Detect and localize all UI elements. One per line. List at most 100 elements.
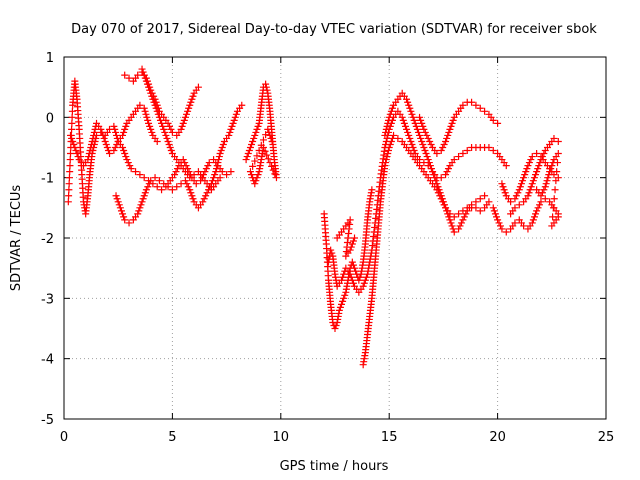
data-point xyxy=(340,270,348,278)
data-point xyxy=(194,83,202,91)
data-point xyxy=(384,147,392,155)
data-point xyxy=(456,222,464,230)
data-point xyxy=(155,113,163,121)
data-point xyxy=(186,174,194,182)
data-point xyxy=(533,168,541,176)
data-point xyxy=(199,198,207,206)
data-point xyxy=(183,180,191,188)
data-point xyxy=(527,183,535,191)
data-point xyxy=(166,144,174,151)
data-point xyxy=(226,128,234,136)
data-point xyxy=(416,113,424,121)
data-point xyxy=(251,180,259,188)
data-point xyxy=(210,174,218,182)
x-axis-label: GPS time / hours xyxy=(280,459,389,474)
data-point xyxy=(147,89,155,97)
data-point xyxy=(66,168,74,176)
data-point xyxy=(167,147,175,155)
y-tick-label: -1 xyxy=(41,172,54,187)
data-point xyxy=(186,186,194,194)
data-point xyxy=(440,140,448,148)
y-tick-label: -2 xyxy=(41,232,54,247)
data-point xyxy=(187,98,195,106)
data-point xyxy=(476,207,484,215)
data-point xyxy=(459,150,467,158)
data-point xyxy=(450,228,458,236)
data-point xyxy=(427,165,435,173)
data-point xyxy=(259,136,267,144)
data-point xyxy=(420,125,428,133)
data-point xyxy=(155,177,163,185)
data-point xyxy=(386,140,394,148)
data-point xyxy=(201,168,209,176)
data-point xyxy=(204,162,212,170)
data-point xyxy=(447,122,455,130)
data-point xyxy=(172,168,180,176)
data-point xyxy=(547,165,555,173)
data-point xyxy=(550,134,558,142)
data-point xyxy=(153,107,161,115)
data-point xyxy=(250,134,258,142)
data-point xyxy=(520,174,528,182)
data-point xyxy=(65,174,73,182)
data-point xyxy=(158,119,166,127)
data-point xyxy=(86,147,94,155)
data-point xyxy=(494,119,502,127)
data-point xyxy=(228,122,236,130)
data-point xyxy=(519,177,527,185)
y-tick-label: -3 xyxy=(41,292,54,307)
data-point xyxy=(151,174,159,182)
data-point xyxy=(116,204,124,212)
data-point xyxy=(213,162,221,170)
data-point xyxy=(516,183,524,191)
data-point xyxy=(251,157,259,165)
data-point xyxy=(501,189,509,197)
data-point xyxy=(227,168,235,176)
data-point xyxy=(351,234,359,242)
data-point xyxy=(159,122,167,130)
data-point xyxy=(184,183,192,191)
data-point xyxy=(115,201,123,209)
data-point xyxy=(532,171,540,179)
data-point xyxy=(263,151,271,159)
data-point xyxy=(347,243,355,251)
data-point xyxy=(448,119,456,127)
data-point xyxy=(384,116,392,124)
data-point xyxy=(540,186,548,194)
data-point xyxy=(167,125,175,133)
data-point xyxy=(472,198,480,206)
data-point xyxy=(444,131,452,139)
data-point xyxy=(382,159,390,167)
data-point xyxy=(152,104,160,112)
data-point xyxy=(328,249,336,257)
data-point xyxy=(134,71,142,79)
data-point xyxy=(144,116,152,124)
data-point xyxy=(117,207,125,215)
data-point xyxy=(481,192,489,200)
data-point xyxy=(407,137,415,145)
data-point xyxy=(245,147,253,155)
data-point xyxy=(399,116,407,124)
data-point xyxy=(368,186,376,194)
data-point xyxy=(533,207,541,215)
data-point xyxy=(511,204,519,212)
data-point xyxy=(147,177,155,185)
data-point xyxy=(335,306,343,314)
data-point xyxy=(264,155,272,163)
data-point xyxy=(268,137,276,145)
data-point xyxy=(70,140,78,148)
data-point xyxy=(253,152,261,160)
data-point xyxy=(230,116,238,124)
data-point xyxy=(121,150,129,158)
series-arc-l xyxy=(416,98,502,158)
data-point xyxy=(388,104,396,112)
data-point xyxy=(383,122,391,130)
data-point xyxy=(435,186,443,194)
data-point xyxy=(253,125,261,133)
data-point xyxy=(524,192,532,200)
data-point xyxy=(212,165,220,173)
data-point xyxy=(443,207,451,215)
data-point xyxy=(65,180,73,188)
data-point xyxy=(166,122,174,130)
data-point xyxy=(442,171,450,179)
